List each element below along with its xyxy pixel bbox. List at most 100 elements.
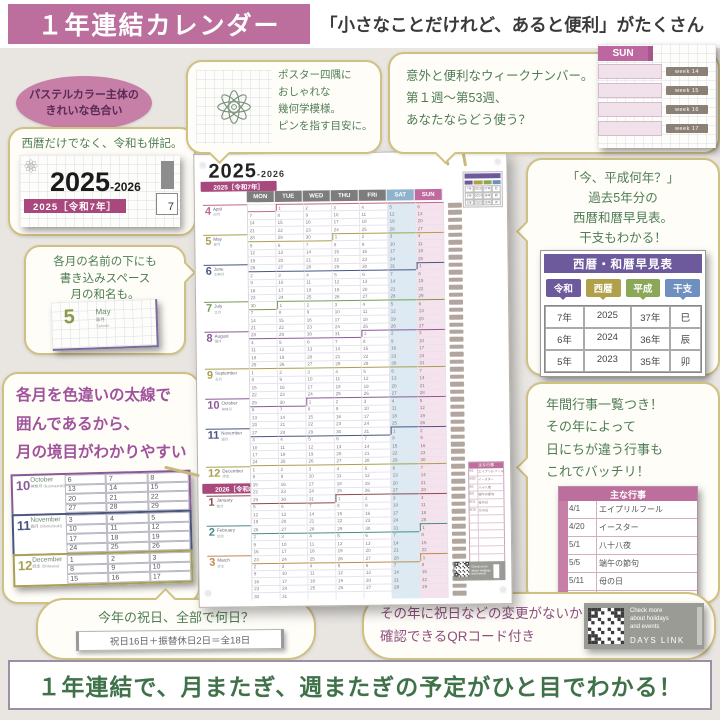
badge-line1: パステルカラー主体の <box>29 88 139 101</box>
month-number: 8 <box>206 332 213 345</box>
poster-qr-caption: Check more about holidays and events <box>471 564 491 577</box>
poster-week-grid: 1 2 3 4 5 6 7 8 9 10 11 12 13 14 15 16 17 18 19 20 21 22 23 24 2… <box>246 201 467 601</box>
day-cell <box>364 590 393 599</box>
poster-event-date: 5/11 <box>469 499 479 507</box>
poster-event-name <box>479 538 505 545</box>
wareki-column-tag: 令和 <box>546 279 581 300</box>
week-number-tag <box>450 381 465 387</box>
tag-pointer <box>599 296 608 304</box>
wareki-cell: 2024 <box>584 328 631 350</box>
week-number-tag <box>449 374 465 380</box>
sample-year-big: 2025 <box>50 167 111 197</box>
week-number-tag <box>450 419 465 424</box>
wareki-cell: 5年 <box>545 350 584 372</box>
poster-event-date <box>470 554 480 562</box>
callout-wareki-table: 「今、平成何年？」 過去5年分の 西暦和暦早見表。 干支もわかる！ 西暦・和暦早… <box>515 158 720 377</box>
text-line: おしゃれな <box>278 86 331 98</box>
qr-caption: Check more about holidays and events <box>630 607 669 631</box>
day-header-sun: SUN <box>414 188 443 201</box>
week-number-text: 意外と便利なウィークナンバー。 第１週〜第53週、 あなたならどう使う？ <box>406 66 593 132</box>
week-number-tag <box>451 478 466 484</box>
week-number-tag <box>448 254 463 260</box>
sun-column-cell <box>598 83 662 98</box>
week-number-tag <box>449 344 464 350</box>
week-number-tag <box>450 411 465 417</box>
sample-month-name: May <box>95 306 111 317</box>
week-number-tag: week 15 <box>666 86 708 95</box>
mini-month-number: 11 <box>16 517 31 534</box>
text-line: 確認できるQRコード付き <box>380 628 535 644</box>
mini-month-name: December 師走 (Shiwasu) <box>32 556 63 569</box>
qr-code-graphic <box>588 608 624 644</box>
sun-column-cell <box>598 121 662 136</box>
week-number-tag <box>448 262 463 268</box>
month-border-sample-image: 10 October 神無月 (Kannazuki) 6 7 8 13 14 15 20 21 22… <box>10 469 194 587</box>
day-cell <box>420 590 449 599</box>
wareki-cell: 辰 <box>669 328 701 350</box>
text-line: ピンを指す目安に。 <box>278 120 373 132</box>
week-number-tag <box>449 329 464 335</box>
mini-wareki-cell: 35年 <box>482 198 492 206</box>
week-number-tag <box>451 508 466 514</box>
month-name: November 霜月 <box>221 430 243 442</box>
event-row: 5/5 端午の節句 <box>568 555 697 573</box>
poster-corner-motif <box>197 158 208 176</box>
day-header-wed: WED <box>302 190 331 202</box>
mini-wareki-tags <box>464 179 501 185</box>
event-date: 5/1 <box>568 537 597 554</box>
week-number-tag <box>451 493 466 499</box>
text-line: 幾何学模様。 <box>278 103 341 115</box>
day-header-thu: THU <box>330 189 359 202</box>
tag-pointer <box>638 296 647 304</box>
callout-corner-motif: ポスター四隅に おしゃれな 幾何学模様。 ピンを指す目安に。 <box>186 60 382 165</box>
event-name: イースター <box>599 523 639 532</box>
mini-month-grid: 3 4 5 10 11 12 17 18 19 24 25 26 <box>65 511 191 553</box>
week-number-tag <box>452 591 467 596</box>
mini-month-name: October 神無月 (Kannazuki) <box>30 476 65 489</box>
sun-column-header: SUN <box>598 46 653 61</box>
wareki-cell: 6年 <box>545 328 584 350</box>
poster-event-date: 5/1 <box>469 484 479 491</box>
week-number-tag <box>448 217 463 223</box>
poster-month-labels: 4 April 卯月 5 May 皐月 6 June 水無月 7 July 文月 8 August 葉月 9 S… <box>202 204 252 601</box>
text-line: Check more <box>630 608 663 614</box>
day-cell: 31 <box>280 591 309 600</box>
sample-day-box: 7 <box>156 193 178 215</box>
callout-seireki-reiwa: 西暦だけでなく、令和も併記。 2025-2026 2025［令和7年］ 7 <box>8 127 207 236</box>
week-number-tag <box>448 232 463 238</box>
poster-event-name <box>479 546 505 553</box>
sun-column-cell <box>598 102 662 117</box>
poster-event-name: 八十八夜 <box>478 484 492 490</box>
text-line: 年間行事一覧つき！ <box>546 397 664 412</box>
week-number-tag <box>448 247 463 253</box>
callout-month-name: 各月の名前の下にも 書き込みスペース 月の和名も。 5 May 皐月 Satsu… <box>24 245 197 355</box>
poster-mini-wareki-table: 7年 2025 37年巳 6年 2024 36年辰 5年 2023 35年卯 <box>462 171 503 209</box>
text-line: 西暦和暦早見表。 <box>572 211 673 225</box>
mini-month-number: 12 <box>17 557 33 574</box>
mini-wareki-tag <box>473 179 483 185</box>
wareki-cell: 巳 <box>669 306 701 328</box>
sample-reiwa-banner: 2025［令和7年］ <box>24 199 126 213</box>
qr-side-tab <box>697 607 702 645</box>
callout-yearly-events: 年間行事一覧つき！ その年によって 日にちが違う行事も これでバッチリ！ 主な行… <box>515 382 720 610</box>
tag-pointer <box>678 296 687 304</box>
wareki-cell: 2025 <box>584 306 631 328</box>
text-line: 囲んであるから、 <box>16 415 140 433</box>
week-number-tag <box>449 299 464 305</box>
week-number-tag: week 14 <box>666 67 708 76</box>
month-name: August 葉月 <box>214 333 229 345</box>
event-date: 5/11 <box>568 573 597 590</box>
qr-brand: DAYS LINK <box>630 636 685 645</box>
poster-event-name: エイプリルフール <box>478 469 504 474</box>
callout-month-borders: 各月を色違いの太線で 囲んであるから、 月の境目がわかりやすい 10 Octob… <box>2 372 211 604</box>
poster-corner-motif <box>203 586 214 604</box>
wareki-text: 「今、平成何年？」 過去5年分の 西暦和暦早見表。 干支もわかる！ <box>528 168 718 248</box>
sample-year-small: -2026 <box>110 180 141 194</box>
callout-tail <box>515 456 538 479</box>
year-title-sample-image: 2025-2026 2025［令和7年］ 7 <box>20 155 180 227</box>
week-number-tag <box>448 239 463 245</box>
mini-wareki-title <box>464 173 501 179</box>
wareki-cell: 卯 <box>669 350 701 372</box>
wareki-cell: 7年 <box>545 306 584 328</box>
